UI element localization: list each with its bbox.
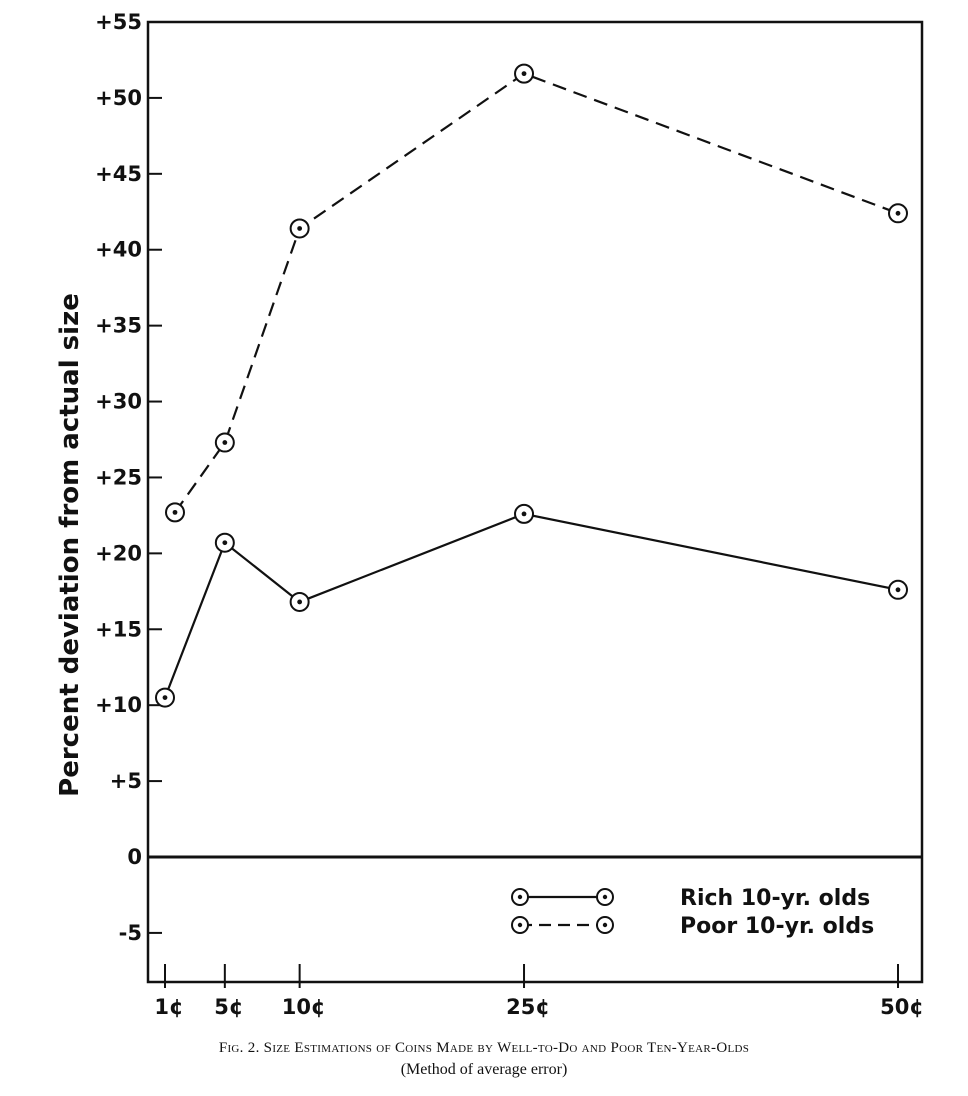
y-tick-label: +45: [95, 162, 142, 186]
data-point-center: [222, 540, 228, 546]
series-layer: [155, 63, 908, 708]
legend-marker-center: [602, 894, 608, 900]
data-point-center: [521, 71, 527, 77]
series-line: [174, 72, 899, 514]
y-tick-label: +55: [95, 10, 142, 34]
data-point-center: [297, 599, 303, 605]
x-tick-label: 5¢: [214, 995, 243, 1019]
series-line: [163, 512, 899, 698]
data-point-center: [162, 695, 168, 700]
x-tick-label: 1¢: [154, 995, 183, 1019]
y-tick-label: +10: [95, 693, 142, 717]
legend-entry: Poor 10-yr. olds: [511, 914, 874, 939]
data-point-center: [172, 509, 178, 515]
legend: Rich 10-yr. olds Poor 10-yr. olds: [511, 886, 874, 939]
y-tick-label: +25: [95, 465, 142, 489]
legend-entry: Rich 10-yr. olds: [511, 886, 870, 911]
y-tick-label: +50: [95, 86, 142, 110]
x-tick-label: 50¢: [880, 995, 924, 1019]
y-tick-label: +35: [95, 314, 142, 338]
legend-label: Poor 10-yr. olds: [680, 914, 874, 939]
x-axis: 1¢ 5¢ 10¢ 25¢ 50¢: [154, 964, 924, 1019]
y-tick-label: +15: [95, 617, 142, 641]
y-tick-label: +30: [95, 390, 142, 414]
series-rich: [155, 503, 908, 708]
data-point-center: [222, 440, 228, 445]
plot-frame: [146, 20, 924, 984]
plot-border: [146, 20, 924, 984]
x-tick-label: 10¢: [282, 995, 326, 1019]
y-tick-label: +20: [95, 541, 142, 565]
x-tick-label: 25¢: [506, 995, 550, 1019]
legend-marker-center: [517, 922, 523, 928]
data-point-center: [895, 210, 901, 216]
y-tick-label: -5: [119, 921, 142, 945]
legend-label: Rich 10-yr. olds: [680, 886, 870, 911]
series-poor: [165, 63, 908, 523]
y-tick-label: +5: [110, 769, 142, 793]
figure-caption-subtitle: (Method of average error): [400, 1061, 568, 1078]
legend-marker-center: [517, 894, 523, 900]
y-tick-label: 0: [127, 845, 142, 869]
data-point-center: [521, 511, 527, 517]
data-point-center: [297, 226, 303, 231]
y-axis-label: Percent deviation from actual size: [55, 293, 85, 797]
legend-marker-center: [602, 922, 608, 928]
y-tick-label: +40: [95, 238, 142, 262]
figure-caption: Fig. 2. Size Estimations of Coins Made b…: [218, 1040, 750, 1056]
y-axis: +55+50+45+40+35+30+25+20+15+10+50-5: [95, 10, 162, 945]
data-point-center: [895, 587, 901, 593]
